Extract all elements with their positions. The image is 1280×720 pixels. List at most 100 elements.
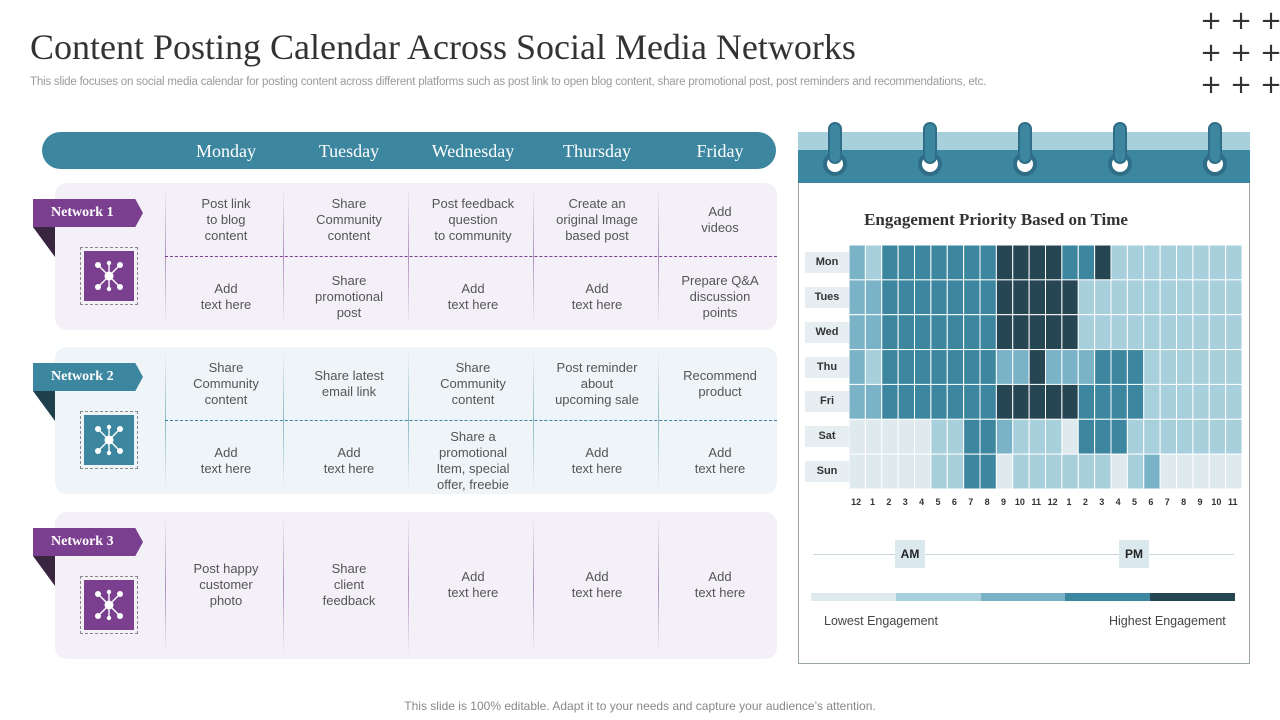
heatmap-cell	[1176, 314, 1194, 351]
heatmap-cell	[995, 245, 1014, 281]
calendar-ring-hole	[1108, 152, 1132, 176]
network-tag: Network 2	[33, 363, 143, 391]
heatmap-cell	[1159, 279, 1178, 316]
heatmap-cell	[1012, 279, 1030, 316]
heatmap-cell	[849, 418, 866, 455]
heatmap-hour-label: 6	[951, 497, 957, 507]
heatmap-cell	[963, 279, 981, 316]
heatmap-hour-label: 1	[1066, 497, 1072, 507]
schedule-cell: Create an original Image based post	[556, 196, 638, 243]
heatmap-cell	[979, 245, 997, 281]
heatmap-cell	[897, 383, 916, 420]
heatmap-hour-label: 12	[851, 497, 862, 507]
schedule-cell: Post happy customer photo	[193, 561, 259, 608]
schedule-cell: Post reminder about upcoming sale	[555, 360, 639, 407]
heatmap-cell	[979, 279, 997, 316]
heatmap-cell	[1012, 314, 1030, 351]
heatmap-cell	[1192, 383, 1210, 420]
heatmap-cell	[1159, 383, 1178, 420]
heatmap-cell	[930, 279, 948, 316]
heatmap-cell	[849, 279, 866, 316]
schedule-cell: Add text here	[571, 445, 623, 476]
heatmap-cell	[897, 349, 916, 385]
heatmap-cell	[930, 245, 948, 281]
schedule-cell: Share a promotional Item, special offer, fr…	[436, 429, 510, 492]
heatmap-cell	[1061, 245, 1079, 281]
am-pm-divider-line	[813, 554, 1234, 555]
column-divider	[408, 516, 409, 655]
heatmap-cell	[1126, 349, 1145, 385]
network-icon-frame	[80, 411, 138, 469]
heatmap-day-label: Thu	[805, 356, 849, 378]
am-label: AM	[895, 540, 925, 568]
heatmap-cell	[1094, 453, 1112, 489]
plus-icon: +	[1230, 6, 1252, 36]
heatmap-cell	[930, 418, 948, 455]
plus-icon: +	[1260, 38, 1280, 68]
network-nodes-icon	[84, 415, 134, 465]
legend-swatch	[1150, 593, 1236, 601]
heatmap-cell	[1225, 453, 1242, 489]
heatmap-cell	[1208, 314, 1227, 351]
weekday-label-friday: Friday	[696, 141, 744, 161]
heatmap-title: Engagement Priority Based on Time	[864, 210, 1128, 229]
heatmap-cell	[946, 453, 965, 489]
tag-fold	[33, 227, 55, 257]
heatmap-cell	[963, 383, 981, 420]
heatmap-cell	[930, 314, 948, 351]
heatmap-hour-label: 11	[1228, 497, 1238, 507]
network-nodes-icon	[84, 580, 134, 630]
page-subtitle: This slide focuses on social media calen…	[30, 76, 987, 88]
heatmap-cell	[1159, 314, 1178, 351]
heatmap-cell	[1192, 418, 1210, 455]
heatmap-cell	[1143, 383, 1161, 420]
page-title: Content Posting Calendar Across Social M…	[30, 27, 856, 67]
heatmap-cell	[1028, 453, 1047, 489]
heatmap-cell	[1077, 245, 1096, 281]
schedule-cell: Share client feedback	[322, 561, 376, 608]
weekday-label-wednesday: Wednesday	[431, 141, 515, 161]
heatmap-cell	[946, 383, 965, 420]
heatmap-cell	[963, 453, 981, 489]
heatmap-cell	[1208, 418, 1227, 455]
schedule-cell: Recommend product	[683, 368, 757, 399]
heatmap-cell	[849, 383, 866, 420]
heatmap-hour-label: 1	[870, 497, 876, 507]
heatmap-cell	[1061, 349, 1079, 385]
heatmap-cell	[1045, 349, 1063, 385]
heatmap-cell	[1045, 453, 1063, 489]
heatmap-cell	[881, 383, 899, 420]
calendar-ring-hook	[923, 122, 937, 164]
heatmap-cell	[946, 279, 965, 316]
heatmap-cell	[849, 245, 866, 281]
heatmap-hour-label: 2	[886, 497, 892, 507]
heatmap-cell	[1110, 453, 1128, 489]
column-divider	[283, 516, 284, 655]
plus-icon: +	[1200, 38, 1222, 68]
heatmap-cell	[946, 314, 965, 351]
heatmap-cell	[864, 245, 883, 281]
column-divider	[658, 516, 659, 655]
schedule-cell: Add text here	[200, 445, 252, 476]
heatmap-cell	[881, 314, 899, 351]
heatmap-cell	[1159, 245, 1178, 281]
heatmap-day-label: Tues	[805, 286, 849, 308]
heatmap-cell	[1176, 245, 1194, 281]
heatmap-cell	[864, 279, 883, 316]
heatmap-cell	[1225, 245, 1242, 281]
heatmap-day-label: Mon	[805, 251, 849, 273]
heatmap-cell	[1045, 245, 1063, 281]
heatmap-cell	[1094, 418, 1112, 455]
heatmap-cell	[1077, 279, 1096, 316]
heatmap-cell	[963, 418, 981, 455]
heatmap-cell	[1061, 383, 1079, 420]
heatmap-cell	[1094, 245, 1112, 281]
heatmap-hour-label: 8	[1181, 497, 1187, 507]
heatmap-cell	[914, 418, 932, 455]
heatmap-cell	[1176, 349, 1194, 385]
heatmap-cell	[1110, 383, 1128, 420]
heatmap-cell	[995, 349, 1014, 385]
schedule-cell: Add text here	[694, 445, 746, 476]
heatmap-cell	[1012, 245, 1030, 281]
heatmap-cell	[864, 418, 883, 455]
